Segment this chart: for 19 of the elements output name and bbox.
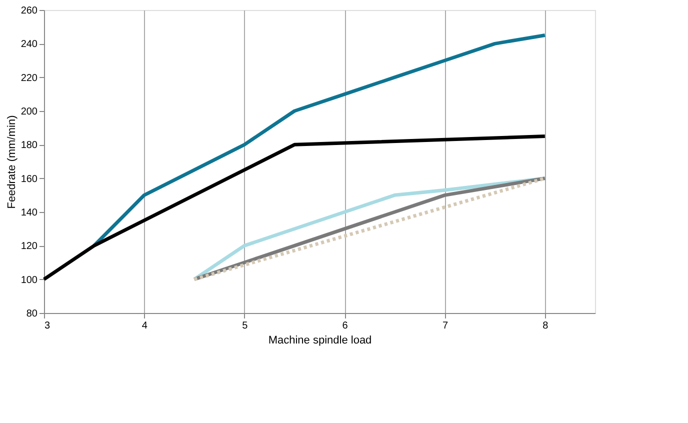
y-tick-label: 140 — [20, 208, 38, 218]
x-axis-title: Machine spindle load — [268, 334, 372, 346]
y-tick-label: 260 — [20, 6, 38, 16]
y-tick-label: 180 — [20, 140, 38, 152]
x-tick-label: 8 — [542, 320, 549, 332]
x-tick-label: 5 — [242, 320, 248, 332]
y-tick-label: 240 — [20, 39, 38, 50]
y-tick-label: 160 — [20, 174, 38, 185]
y-tick-label: 100 — [20, 274, 38, 286]
y-tick-label: 220 — [20, 72, 38, 84]
x-tick-label: 7 — [442, 320, 448, 332]
line-series — [42, 134, 547, 282]
y-axis-title: Feedrate (mm/min) — [6, 115, 18, 209]
y-tick-label: 80 — [26, 308, 38, 320]
y-tick-label: 120 — [20, 241, 38, 252]
y-tick-label: 200 — [20, 106, 38, 118]
x-tick-label: 4 — [142, 320, 148, 332]
x-tick-label: 3 — [44, 320, 50, 332]
x-tick-label: 6 — [342, 320, 348, 332]
